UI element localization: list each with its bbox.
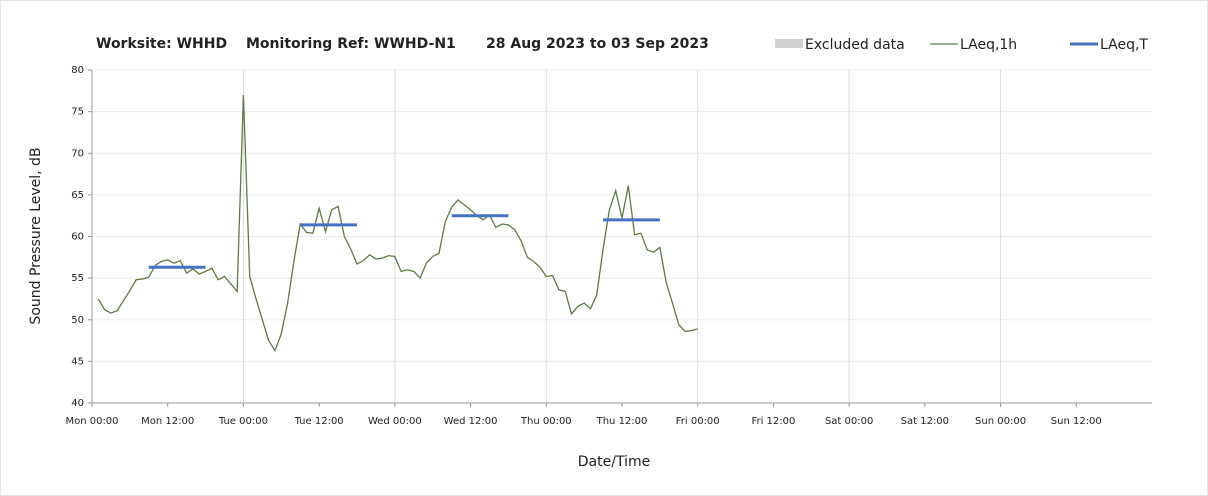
title-part: 28 Aug 2023 to 03 Sep 2023 bbox=[486, 36, 709, 52]
x-tick-label: Tue 12:00 bbox=[294, 416, 344, 427]
y-tick-label: 70 bbox=[71, 148, 84, 159]
title-part: Worksite: WHHD bbox=[96, 36, 227, 52]
legend-label: LAeq,T bbox=[1100, 37, 1148, 53]
x-tick-label: Sat 00:00 bbox=[825, 416, 873, 427]
legend-label: LAeq,1h bbox=[960, 37, 1017, 53]
x-tick-label: Thu 12:00 bbox=[596, 416, 648, 427]
x-tick-label: Fri 00:00 bbox=[676, 416, 720, 427]
x-axis-label: Date/Time bbox=[578, 454, 650, 470]
x-tick-label: Sun 00:00 bbox=[975, 416, 1026, 427]
x-tick-label: Sat 12:00 bbox=[901, 416, 949, 427]
x-tick-label: Wed 12:00 bbox=[444, 416, 498, 427]
y-tick-label: 60 bbox=[71, 232, 84, 243]
x-tick-label: Thu 00:00 bbox=[520, 416, 572, 427]
y-tick-label: 75 bbox=[71, 107, 84, 118]
y-tick-label: 50 bbox=[71, 315, 84, 326]
data-line bbox=[97, 94, 698, 353]
title-part: Monitoring Ref: WWHD-N1 bbox=[246, 36, 456, 52]
y-tick-label: 65 bbox=[71, 190, 84, 201]
x-tick-label: Mon 00:00 bbox=[65, 416, 118, 427]
chart-title: Worksite: WHHD Monitoring Ref: WWHD-N1 2… bbox=[96, 36, 709, 52]
y-axis-label: Sound Pressure Level, dB bbox=[28, 147, 44, 324]
x-tick-label: Sun 12:00 bbox=[1051, 416, 1102, 427]
y-tick-label: 45 bbox=[71, 356, 84, 367]
x-tick-label: Tue 00:00 bbox=[218, 416, 268, 427]
legend-swatch bbox=[775, 39, 803, 48]
x-tick-label: Fri 12:00 bbox=[751, 416, 795, 427]
x-tick-label: Wed 00:00 bbox=[368, 416, 422, 427]
y-tick-label: 80 bbox=[71, 65, 84, 76]
y-tick-label: 55 bbox=[71, 273, 84, 284]
y-tick-label: 40 bbox=[71, 398, 84, 409]
x-tick-label: Mon 12:00 bbox=[141, 416, 194, 427]
legend-label: Excluded data bbox=[805, 37, 905, 53]
